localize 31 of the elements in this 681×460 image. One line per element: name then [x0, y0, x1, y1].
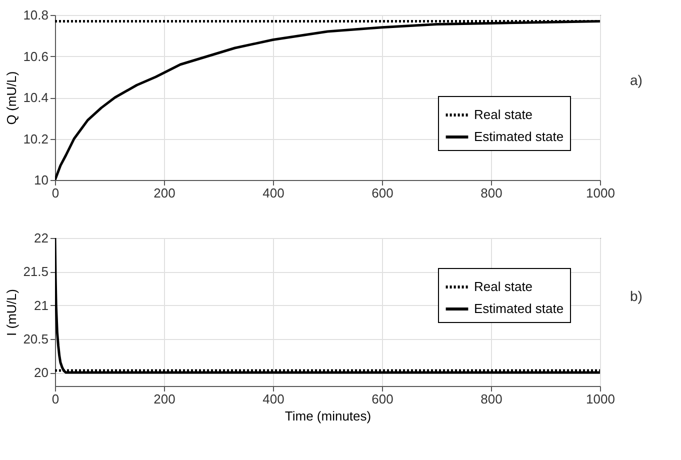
x-tick-label: 800	[480, 186, 502, 200]
x-tick-label: 1000	[586, 186, 615, 200]
x-tick-label: 1000	[586, 392, 615, 406]
text: b)	[630, 288, 642, 304]
y-tick-label: 20.5	[23, 331, 48, 346]
text: a)	[630, 72, 642, 88]
y-tick-label: 10.2	[23, 131, 48, 146]
x-tick-label: 200	[154, 186, 176, 200]
legend-label: Estimated state	[474, 301, 564, 316]
y-tick-label: 21	[34, 298, 48, 313]
x-axis-title: Time (minutes)	[284, 408, 372, 424]
legend-label: Estimated state	[474, 129, 564, 144]
legend-label: Real state	[474, 279, 533, 294]
legend-label: Real state	[474, 107, 533, 122]
x-tick-label: 0	[52, 186, 60, 200]
x-tick-label: 800	[480, 392, 502, 406]
x-tick-label: 0	[52, 392, 60, 406]
y-tick-label: 10.6	[23, 48, 48, 64]
y-axis-title: Q (mU/L)	[4, 71, 20, 125]
x-tick-label: 400	[262, 186, 284, 200]
y-tick-label: 10.8	[23, 8, 48, 22]
y-tick-label: 22	[34, 230, 48, 246]
y-tick-label: 10	[34, 172, 48, 188]
x-tick-label: 600	[372, 186, 394, 200]
x-tick-label: 400	[262, 392, 284, 406]
y-tick-label: 21.5	[23, 264, 48, 280]
y-axis-title: I (mU/L)	[4, 289, 20, 336]
y-tick-label: 20	[34, 365, 48, 380]
y-tick-label: 10.4	[23, 90, 48, 105]
x-tick-label: 600	[372, 392, 394, 406]
x-tick-label: 200	[154, 392, 176, 406]
